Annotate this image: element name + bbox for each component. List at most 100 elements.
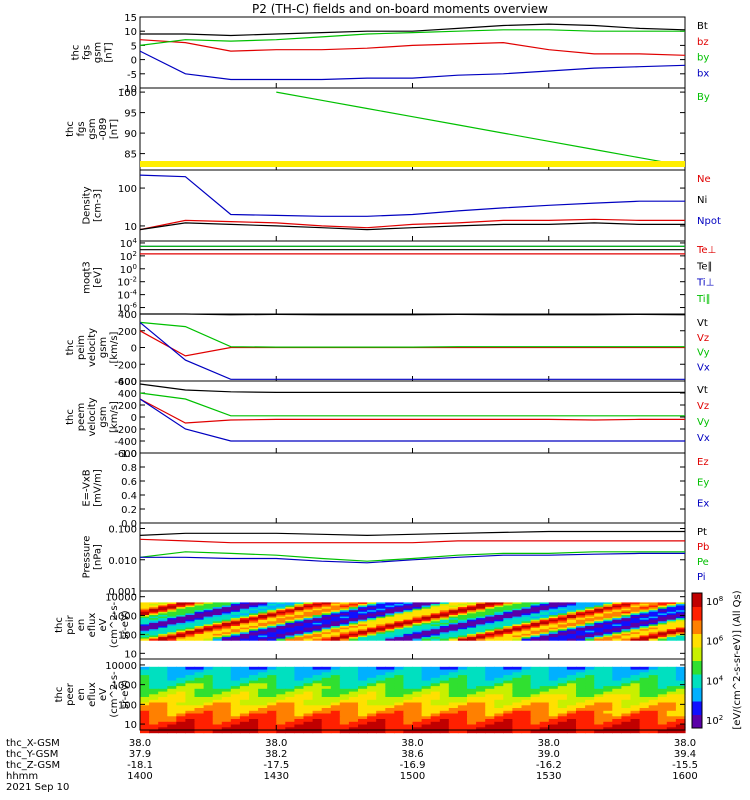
spectrogram-cell [321, 615, 332, 618]
spectrogram-cell [339, 632, 350, 635]
spectrogram-cell [585, 708, 595, 712]
spectrogram-cell [339, 615, 350, 618]
spectrogram-cell [657, 666, 668, 670]
spectrogram-cell [385, 724, 395, 728]
spectrogram-cell [594, 616, 604, 619]
spectrogram-cell [421, 632, 432, 635]
spectrogram-cell [303, 621, 314, 624]
y-axis-label: [mV/m] [93, 469, 104, 507]
spectrogram-cell [512, 724, 523, 728]
spectrogram-cell [158, 677, 168, 681]
spectrogram-cell [657, 702, 668, 706]
spectrogram-cell [394, 613, 404, 616]
spectrogram-cell [503, 697, 513, 701]
spectrogram-cell [239, 677, 250, 681]
spectrogram-cell [376, 633, 386, 636]
spectrogram-cell [457, 637, 468, 640]
spectrogram-cell [485, 611, 495, 614]
spectrogram-cell [158, 691, 168, 695]
spectrogram-cell [267, 724, 277, 728]
spectrogram-cell [230, 638, 241, 641]
spectrogram-cell [221, 621, 232, 624]
spectrogram-cell [675, 611, 686, 614]
spectrogram-cell [203, 688, 214, 692]
spectrogram-cell [230, 608, 241, 611]
spectrogram-cell [285, 708, 295, 712]
spectrogram-cell [530, 607, 541, 610]
spectrogram-cell [203, 610, 214, 613]
spectrogram-cell [330, 637, 341, 640]
spectrogram-cell [585, 630, 595, 633]
spectrogram-cell [185, 611, 196, 614]
spectrogram-cell [576, 635, 586, 638]
spectrogram-cell [521, 683, 532, 687]
spectrogram-cell [421, 677, 432, 681]
spectrogram-cell [621, 686, 632, 690]
spectrogram-cell [439, 619, 450, 622]
spectrogram-cell [675, 680, 686, 684]
spectrogram-cell [230, 632, 241, 635]
spectrogram-cell [330, 708, 341, 712]
spectrogram-cell [494, 724, 504, 728]
spectrogram-cell [448, 721, 459, 725]
spectrogram-cell [376, 694, 386, 698]
spectrogram-cell [249, 680, 259, 684]
spectrogram-cell [512, 622, 523, 625]
spectrogram-cell [457, 677, 468, 681]
spectrogram-cell [321, 608, 332, 611]
colorbar-tick-label: 102 [706, 714, 723, 727]
spectrogram-cell [239, 627, 250, 630]
spectrogram-cell [203, 605, 214, 608]
spectrogram-cell [239, 669, 250, 673]
y-tick-label: -200 [114, 425, 137, 436]
spectrogram-cell [230, 702, 241, 706]
spectrogram-cell [330, 635, 341, 638]
spectrogram-cell [230, 694, 241, 698]
spectrogram-cell [385, 629, 395, 632]
spectrogram-cell [421, 724, 432, 728]
spectrogram-cell [548, 675, 559, 679]
legend-Pb: Pb [697, 542, 709, 553]
spectrogram-cell [548, 724, 559, 728]
spectrogram-cell [557, 716, 568, 720]
spectrogram-cell [321, 691, 332, 695]
spectrogram-cell [648, 716, 659, 720]
spectrogram-cell [430, 710, 441, 714]
spectrogram-cell [521, 610, 532, 613]
spectrogram-cell [158, 613, 168, 616]
spectrogram-cell [330, 719, 341, 723]
spectrogram-cell [385, 615, 395, 618]
y-tick-label: 200 [118, 401, 137, 412]
spectrogram-cell [194, 607, 205, 610]
spectrogram-cell [621, 637, 632, 640]
spectrogram-cell [339, 727, 350, 731]
spectrogram-cell [603, 719, 613, 723]
spectrogram-cell [648, 672, 659, 676]
spectrogram-cell [476, 611, 486, 614]
spectrogram-cell [203, 716, 214, 720]
spectrogram-cell [312, 680, 323, 684]
spectrogram-cell [203, 697, 214, 701]
spectrogram-cell [467, 708, 477, 712]
spectrogram-cell [630, 675, 641, 679]
spectrogram-cell [203, 632, 214, 635]
spectrogram-cell [657, 721, 668, 725]
spectrogram-cell [530, 683, 541, 687]
spectrogram-cell [294, 716, 305, 720]
spectrogram-cell [167, 632, 177, 635]
spectrogram-cell [503, 630, 513, 633]
spectrogram-cell [403, 719, 414, 723]
spectrogram-cell [185, 702, 196, 706]
spectrogram-cell [521, 605, 532, 608]
y-tick-label: 0 [131, 344, 137, 355]
spectrogram-cell [467, 713, 477, 717]
spectrogram-cell [203, 602, 214, 605]
spectrogram-cell [448, 626, 459, 629]
spectrogram-cell [176, 630, 186, 633]
spectrogram-cell [212, 672, 223, 676]
spectrogram-cell [185, 710, 196, 714]
spectrogram-cell [358, 672, 368, 676]
spectrogram-cell [403, 632, 414, 635]
spectrogram-cell [239, 607, 250, 610]
spectrogram-cell [312, 691, 323, 695]
